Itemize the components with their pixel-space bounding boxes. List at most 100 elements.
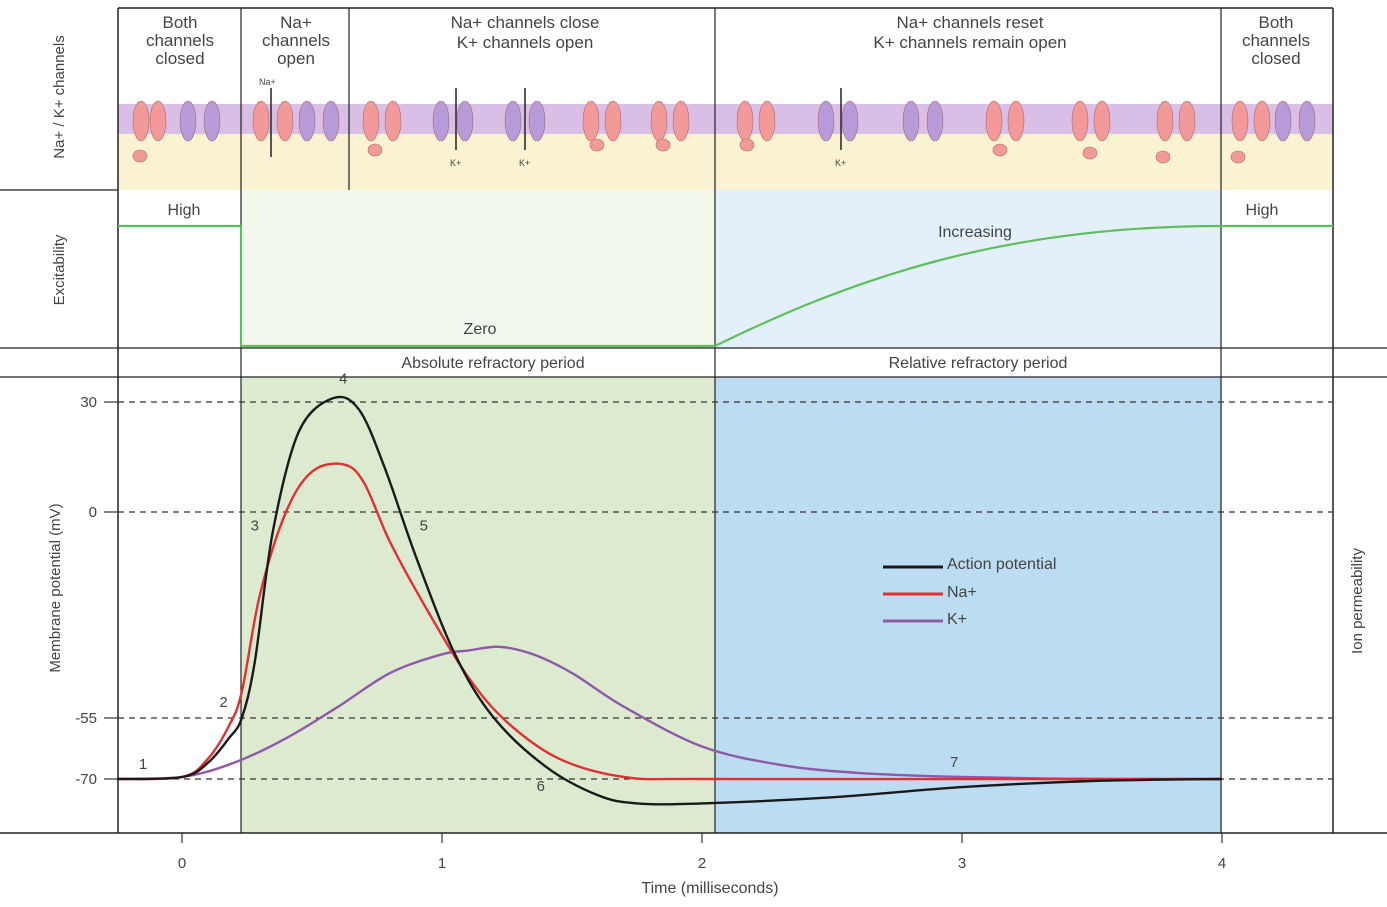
na-channel-subunit <box>582 100 600 142</box>
phase-number-2: 2 <box>219 694 227 711</box>
k-channel-subunit <box>298 100 316 142</box>
k-channel-subunit <box>432 100 450 142</box>
phase-number-1: 1 <box>139 756 147 773</box>
legend-label-na: Na+ <box>947 584 977 601</box>
excitability-high-left: High <box>168 202 201 219</box>
k-channel-subunit <box>528 100 546 142</box>
phase-4-line-1: Na+ channels reset <box>897 13 1044 32</box>
na-channel-subunit <box>252 100 270 142</box>
na-channel-subunit <box>1231 100 1249 142</box>
membrane-potential-plot: 30 0 -55 -70 0 1 2 3 4 1 2 3 4 5 6 7 <box>75 371 1333 872</box>
ion-tag-k2: K+ <box>519 158 530 168</box>
x-tick-label: 0 <box>178 855 186 872</box>
na-channel-subunit <box>384 100 402 142</box>
y-axis-label: Membrane potential (mV) <box>47 503 64 672</box>
cytoplasm-band <box>118 132 1333 190</box>
phase-4-line-2: K+ channels remain open <box>873 33 1066 52</box>
channels-row-label: Na+ / K+ channels <box>51 35 68 158</box>
x-axis-label: Time (milliseconds) <box>641 880 778 897</box>
k-channel-subunit <box>203 100 221 142</box>
excitability-row: High Zero Increasing High <box>118 202 1333 348</box>
series-lines <box>116 395 1223 806</box>
x-tick-label: 1 <box>438 855 446 872</box>
phase-2-line-1: Na+ <box>280 13 312 32</box>
x-tick-label: 3 <box>958 855 966 872</box>
inactivation-gate <box>655 138 671 152</box>
k-channel-subunit <box>902 100 920 142</box>
ion-tag-na: Na+ <box>259 77 276 87</box>
membrane-band <box>118 104 1333 134</box>
y-tick-label: -55 <box>75 710 97 727</box>
phase-3-line-2: K+ channels open <box>457 33 594 52</box>
inactivation-gate <box>367 143 383 157</box>
phase-annotations: 1 2 3 4 5 6 7 <box>139 371 959 796</box>
phase-3-line-1: Na+ channels close <box>451 13 600 32</box>
na-channel-subunit <box>736 100 754 142</box>
na-channel-subunit <box>362 100 380 142</box>
na-channel-subunit <box>1007 100 1025 142</box>
relative-refractory-bg <box>715 377 1221 833</box>
relative-refractory-label: Relative refractory period <box>889 355 1068 372</box>
na-channel-subunit <box>1071 100 1089 142</box>
phase-number-5: 5 <box>420 518 428 535</box>
na-channel-subunit <box>672 100 690 142</box>
phase-2-line-3: open <box>277 49 315 68</box>
phase-2-line-2: channels <box>262 31 330 50</box>
excitability-increasing: Increasing <box>938 224 1012 241</box>
excitability-high-right: High <box>1246 202 1279 219</box>
inactivation-gate <box>992 143 1008 157</box>
series-action-potential <box>116 395 1223 806</box>
na-channel-subunit <box>758 100 776 142</box>
k-channel-subunit <box>322 100 340 142</box>
x-tick-label: 2 <box>698 855 706 872</box>
excitability-zero: Zero <box>464 321 497 338</box>
phase-1-line-2: channels <box>146 31 214 50</box>
phase-number-6: 6 <box>537 778 545 795</box>
excitability-curve <box>118 224 1333 348</box>
ion-tag-k1: K+ <box>450 158 461 168</box>
inactivation-gate <box>589 138 605 152</box>
y-tick-label: -70 <box>75 771 97 788</box>
na-channel-subunit <box>132 100 150 142</box>
phase-number-4: 4 <box>339 371 347 388</box>
phase-5-line-3: closed <box>1251 49 1300 68</box>
background-layer <box>241 190 1221 833</box>
k-channel-subunit <box>926 100 944 142</box>
y-axis-ticks: 30 0 -55 -70 <box>75 394 118 788</box>
na-channel-subunit <box>1178 100 1196 142</box>
na-channel-subunit <box>1093 100 1111 142</box>
membrane-layer: Na+ K+ K+ K+ <box>118 77 1333 190</box>
excitability-row-label: Excitability <box>51 234 68 305</box>
na-channel-subunit <box>1156 100 1174 142</box>
legend-label-action-potential: Action potential <box>947 556 1056 573</box>
excitability-absolute-bg <box>241 190 715 348</box>
inactivation-gate <box>1230 150 1246 164</box>
legend-label-k: K+ <box>947 611 967 628</box>
series-k-permeability <box>116 645 1223 781</box>
phase-1-line-3: closed <box>155 49 204 68</box>
na-channel-subunit <box>1253 100 1271 142</box>
phase-number-3: 3 <box>251 518 259 535</box>
k-channel-subunit <box>1274 100 1292 142</box>
y2-axis-label: Ion permeability <box>1349 548 1366 654</box>
k-channel-subunit <box>179 100 197 142</box>
inactivation-gate <box>1155 150 1171 164</box>
y-tick-label: 30 <box>80 394 97 411</box>
na-channel-subunit <box>985 100 1003 142</box>
inactivation-gate <box>132 149 148 163</box>
x-tick-label: 4 <box>1218 855 1226 872</box>
na-channel-subunit <box>650 100 668 142</box>
absolute-refractory-bg <box>241 377 715 833</box>
series-na-permeability <box>116 462 1222 781</box>
legend: Action potential Na+ K+ <box>883 556 1056 628</box>
inactivation-gate <box>739 138 755 152</box>
phase-1-line-1: Both <box>163 13 198 32</box>
k-channel-subunit <box>817 100 835 142</box>
excitability-relative-bg <box>715 190 1221 348</box>
absolute-refractory-label: Absolute refractory period <box>401 355 584 372</box>
k-channel-subunit <box>1298 100 1316 142</box>
k-channel-subunit <box>504 100 522 142</box>
ion-tag-k3: K+ <box>835 158 846 168</box>
na-channel-subunit <box>276 100 294 142</box>
